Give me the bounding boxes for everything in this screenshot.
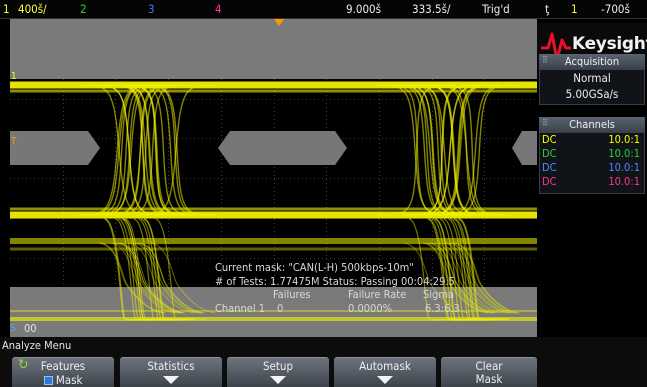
menu-title: Analyze Menu — [2, 339, 72, 352]
features-softkey[interactable]: ↻ Features Mask — [12, 357, 114, 387]
channels-header[interactable]: ⠿ Channels — [539, 117, 645, 132]
automask-softkey[interactable]: Automask — [334, 357, 436, 387]
waveform-canvas — [10, 19, 537, 337]
acquisition-header[interactable]: ⠿ Acquisition — [539, 54, 645, 69]
channel3-number[interactable]: 3 — [148, 2, 155, 16]
features-label: Features — [40, 359, 86, 373]
failure-rate-value: 0.0000% — [348, 301, 393, 315]
channel1-info[interactable]: DC 10.0:1 — [540, 133, 644, 147]
brand-name: Keysight — [572, 34, 647, 54]
softkey-menu: Analyze Menu ↻ Features Mask Statistics … — [0, 337, 647, 387]
checkbox-icon[interactable] — [43, 376, 53, 385]
acquisition-title: Acquisition — [564, 55, 620, 68]
channel4-probe: 10.0:1 — [608, 175, 640, 188]
sigma-value: 6.3:6.3 — [425, 301, 460, 315]
panel-grip-icon: ⠿ — [542, 119, 548, 129]
channels-box[interactable]: DC 10.0:1 DC 10.0:1 DC 10.0:1 DC 10.0:1 — [539, 132, 645, 194]
serial-decode-value: 00 — [24, 322, 37, 335]
side-panel: Keysight ⠿ Acquisition Normal 5.00GSa/s … — [537, 19, 647, 337]
channel1-coupling: DC — [542, 133, 557, 146]
acquisition-box[interactable]: Normal 5.00GSa/s — [539, 69, 645, 105]
setup-label: Setup — [262, 359, 294, 373]
channel3-probe: 10.0:1 — [608, 161, 640, 174]
channel1-probe: 10.0:1 — [608, 133, 640, 146]
clear-label-line2: Mask — [475, 372, 503, 386]
time-delay[interactable]: 9.000š — [346, 2, 381, 16]
failure-rate-header: Failure Rate — [348, 288, 407, 301]
submenu-arrow-icon — [163, 376, 179, 384]
failures-value: 0 — [277, 301, 284, 315]
trigger-source[interactable]: 1 — [571, 2, 578, 16]
failures-header: Failures — [273, 288, 311, 301]
test-status-line: # of Tests: 1.77475M Status: Passing 00:… — [215, 274, 455, 288]
statistics-label: Statistics — [147, 359, 195, 373]
features-value: Mask — [55, 373, 83, 387]
current-mask-line: Current mask: "CAN(L-H) 500kbps-10m" — [215, 261, 414, 274]
panel-grip-icon: ⠿ — [542, 56, 548, 66]
trigger-level-marker[interactable]: T — [11, 136, 17, 147]
serial-marker: S — [10, 323, 16, 334]
sample-rate: 5.00GSa/s — [565, 87, 619, 101]
trigger-level[interactable]: -700š — [601, 2, 630, 16]
status-bar: 1 400š/ 2 3 4 9.000š 333.5š/ Trig'd ƫ 1 … — [0, 0, 647, 19]
waveform-display[interactable]: 1 T S 00 Current mask: "CAN(L-H) 500kbps… — [10, 19, 537, 337]
rotate-knob-icon: ↻ — [18, 357, 29, 373]
trigger-position-marker[interactable] — [274, 19, 284, 26]
channel1-number[interactable]: 1 — [3, 2, 10, 16]
sigma-header: Sigma — [423, 288, 455, 301]
channel4-info[interactable]: DC 10.0:1 — [540, 175, 644, 189]
rising-edge-icon[interactable]: ƫ — [545, 2, 550, 16]
statistics-softkey[interactable]: Statistics — [120, 357, 222, 387]
acquisition-mode: Normal — [573, 71, 611, 85]
channel1-results: Channel 1 0 0.0000% 6.3:6.3 — [215, 302, 515, 316]
clear-label-line1: Clear — [475, 359, 503, 373]
channel3-info[interactable]: DC 10.0:1 — [540, 161, 644, 175]
trigger-status: Trig'd — [482, 2, 510, 16]
automask-label: Automask — [359, 359, 411, 373]
channel-label: Channel 1 — [215, 301, 266, 315]
setup-softkey[interactable]: Setup — [227, 357, 329, 387]
channel1-scale[interactable]: 400š/ — [18, 2, 47, 16]
results-header: Failures Failure Rate Sigma — [215, 288, 515, 302]
channel2-coupling: DC — [542, 147, 557, 160]
mask-test-summary: Current mask: "CAN(L-H) 500kbps-10m" # o… — [215, 261, 515, 315]
clear-mask-softkey[interactable]: Clear Mask — [441, 357, 537, 387]
channel4-number[interactable]: 4 — [215, 2, 222, 16]
channel1-ground-marker[interactable]: 1 — [11, 71, 17, 82]
channel4-coupling: DC — [542, 175, 557, 188]
channel3-coupling: DC — [542, 161, 557, 174]
time-scale[interactable]: 333.5š/ — [412, 2, 451, 16]
submenu-arrow-icon — [270, 376, 286, 384]
channel2-info[interactable]: DC 10.0:1 — [540, 147, 644, 161]
channels-title: Channels — [569, 118, 615, 131]
channel2-probe: 10.0:1 — [608, 147, 640, 160]
channel2-number[interactable]: 2 — [80, 2, 87, 16]
submenu-arrow-icon — [377, 376, 393, 384]
eye-diagram-trace — [10, 81, 537, 321]
